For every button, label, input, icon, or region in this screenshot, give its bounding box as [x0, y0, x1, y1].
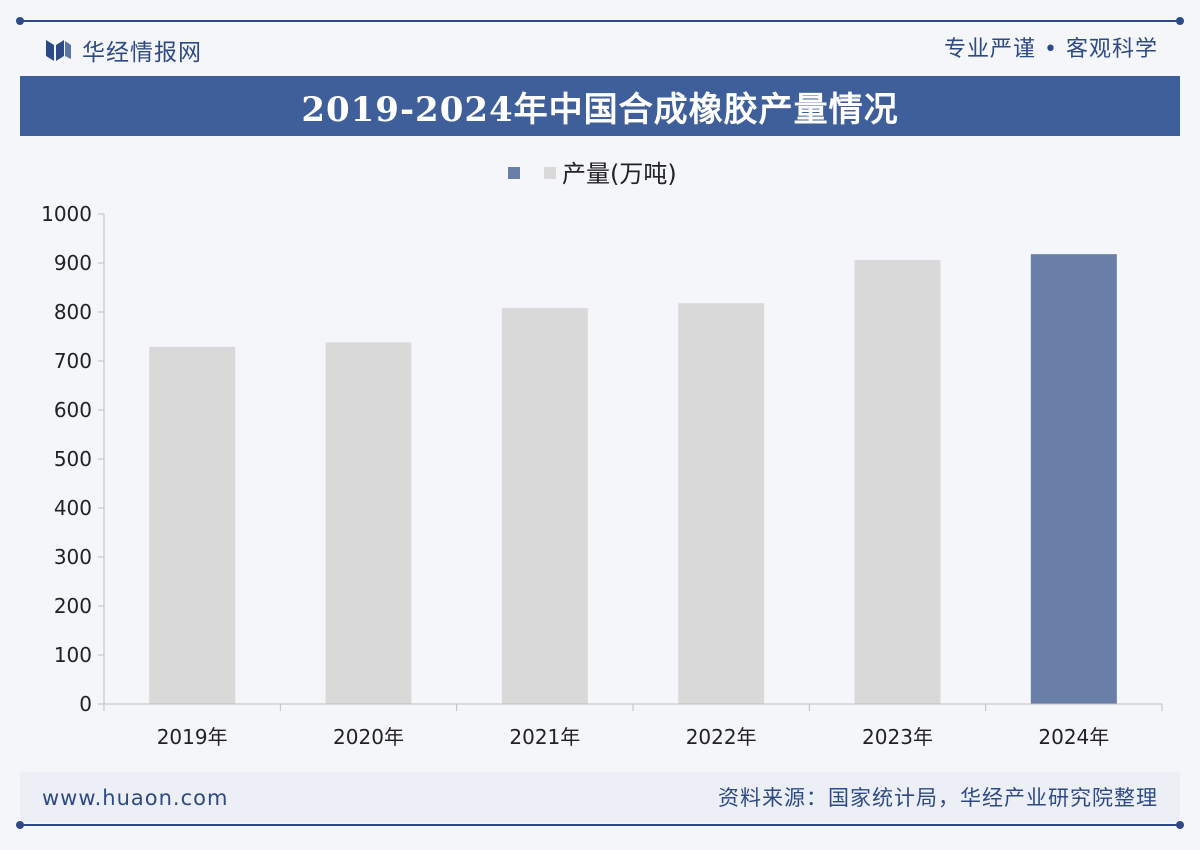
legend-label: 产量(万吨)	[562, 160, 677, 188]
chart-title: 2019-2024年中国合成橡胶产量情况	[301, 89, 899, 130]
bar-2022年	[678, 303, 765, 704]
slogan: 专业严谨 • 客观科学	[944, 37, 1158, 62]
legend-swatch	[544, 167, 556, 179]
bars	[149, 254, 1117, 704]
y-tick-label: 0	[79, 692, 92, 716]
y-tick-label: 300	[54, 545, 92, 569]
brand-logo-icon	[46, 40, 71, 61]
footer-source: 资料来源：国家统计局，华经产业研究院整理	[718, 786, 1158, 810]
footer-url[interactable]: www.huaon.com	[42, 786, 229, 810]
y-tick-label: 200	[54, 594, 92, 618]
y-tick-label: 600	[54, 398, 92, 422]
y-tick-label: 100	[54, 643, 92, 667]
legend-swatch-highlight	[508, 167, 520, 179]
x-tick-label: 2020年	[333, 725, 404, 749]
bottom-divider	[16, 821, 1184, 829]
y-tick-label: 400	[54, 496, 92, 520]
x-tick-label: 2019年	[157, 725, 228, 749]
x-tick-label: 2023年	[862, 725, 933, 749]
footer-bar	[20, 772, 1180, 822]
x-tick-label: 2021年	[509, 725, 580, 749]
bar-2024年	[1030, 254, 1117, 704]
x-axis: 2019年 2020年 2021年 2022年 2023年 2024年	[103, 703, 1163, 749]
y-tick-label: 800	[54, 300, 92, 324]
x-tick-label: 2022年	[686, 725, 757, 749]
y-tick-label: 700	[54, 349, 92, 373]
top-divider	[16, 17, 1184, 25]
y-axis: 0 100 200 300 400 500 600 700 800 900 1000	[41, 202, 105, 716]
x-tick-label: 2024年	[1038, 725, 1109, 749]
y-tick-label: 1000	[41, 202, 92, 226]
bar-2020年	[325, 342, 412, 704]
bar-chart: 产量(万吨) 01002003004005006007008009001000 …	[41, 160, 1163, 749]
y-tick-label: 500	[54, 447, 92, 471]
bar-2023年	[854, 260, 941, 704]
bar-2021年	[501, 308, 588, 704]
legend: 产量(万吨)	[508, 160, 677, 188]
bar-2019年	[149, 346, 236, 704]
brand-name: 华经情报网	[82, 40, 202, 66]
y-tick-label: 900	[54, 251, 92, 275]
brand: 华经情报网	[44, 34, 202, 66]
title-bar: 2019-2024年中国合成橡胶产量情况	[20, 76, 1180, 136]
